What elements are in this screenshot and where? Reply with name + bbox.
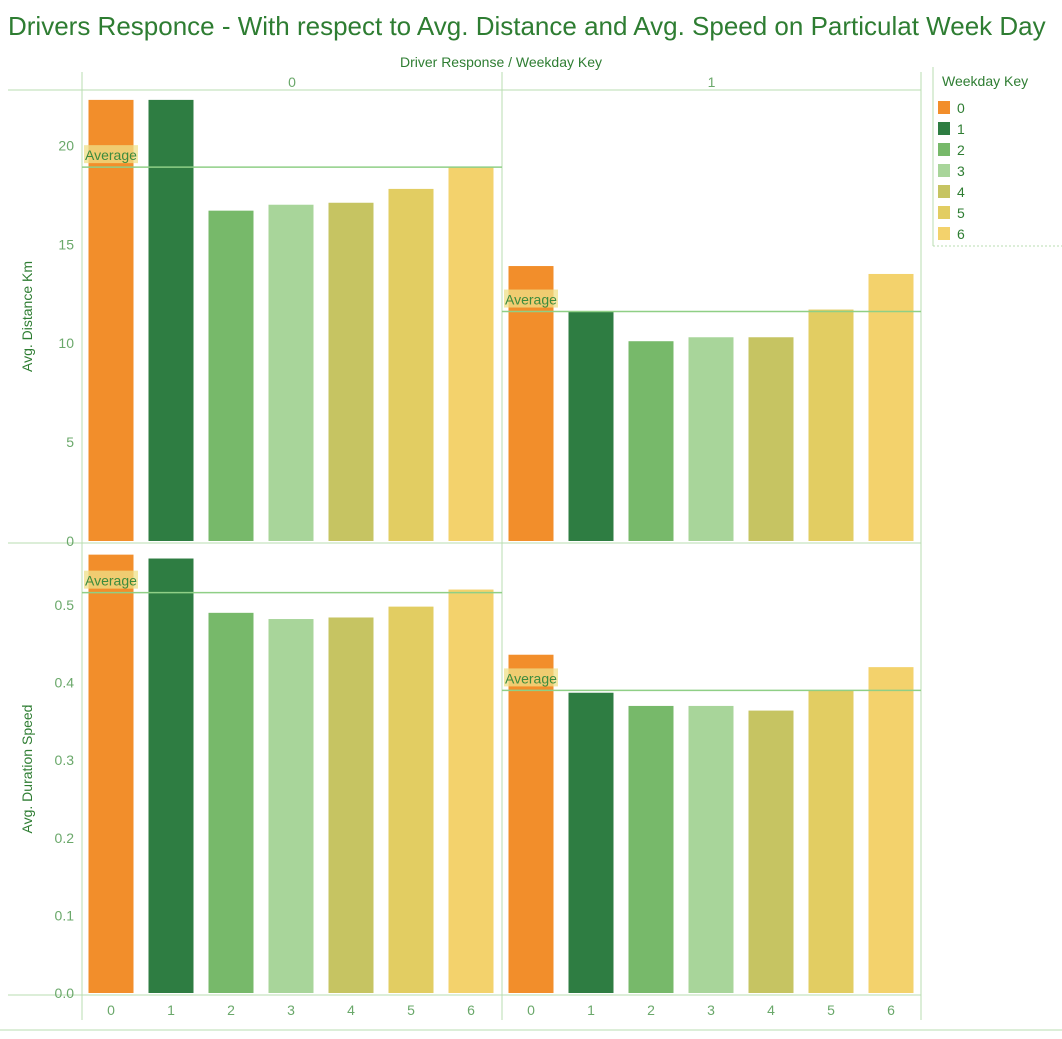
x-tick-label: 6 [467,1002,475,1018]
x-tick-label: 1 [587,1002,595,1018]
legend-label: 0 [957,100,965,116]
reference-lines-layer: Average Average Average Average [82,145,921,692]
bar [328,202,374,541]
legend-swatch [938,206,950,219]
average-label: Average [85,573,137,589]
average-label: Average [85,147,137,163]
bar [688,705,734,993]
y-tick-label: 0 [66,533,74,549]
x-tick-label: 2 [647,1002,655,1018]
y-tick-label: 5 [66,434,74,450]
average-label-background [84,145,138,164]
legend-label: 4 [957,184,965,200]
bar [748,337,794,541]
legend-label: 5 [957,205,965,221]
bar [208,612,254,993]
y-tick-label: 20 [58,137,74,153]
bar [868,273,914,541]
legend-swatch [938,143,950,156]
chart-title: Drivers Responce - With respect to Avg. … [8,11,1046,41]
bar [508,654,554,993]
bar [748,710,794,993]
y-tick-label: 0.2 [55,830,75,846]
bar [88,554,134,993]
x-tick-label: 6 [887,1002,895,1018]
x-tick-label: 4 [347,1002,355,1018]
bar [628,705,674,993]
bar [808,690,854,993]
x-tick-label: 0 [527,1002,535,1018]
bar [328,617,374,993]
x-tick-label: 3 [287,1002,295,1018]
grid-layer [0,72,1062,1031]
x-tick-label: 5 [827,1002,835,1018]
y-tick-label: 0.4 [55,675,75,691]
bar [388,188,434,541]
bar [268,204,314,541]
bar [808,309,854,541]
x-tick-label: 0 [107,1002,115,1018]
bar [448,589,494,993]
y-tick-label: 0.0 [55,985,75,1001]
average-label: Average [505,292,557,308]
column-group-label: 1 [708,74,716,90]
y-tick-label: 10 [58,335,74,351]
column-header-label: Driver Response / Weekday Key [400,54,602,70]
legend-swatch [938,227,950,240]
legend-label: 3 [957,163,965,179]
y-tick-label: 0.1 [55,907,75,923]
bar [868,667,914,993]
bar [448,167,494,542]
legend-title: Weekday Key [942,73,1028,89]
legend-swatch [938,101,950,114]
average-label: Average [505,670,557,686]
bar [388,606,434,993]
average-label-background [84,570,138,589]
column-group-label: 0 [288,74,296,90]
average-label-background [504,668,558,687]
y-axis-title: Avg. Duration Speed [19,705,35,834]
average-label-background [504,289,558,308]
x-tick-label: 1 [167,1002,175,1018]
legend-swatch [938,185,950,198]
legend-swatch [938,122,950,135]
y-axis-title: Avg. Distance Km [19,261,35,372]
y-tick-label: 15 [58,236,74,252]
x-tick-label: 5 [407,1002,415,1018]
bar [688,337,734,541]
y-tick-label: 0.3 [55,752,75,768]
legend-label: 1 [957,121,965,137]
legend-label: 6 [957,226,965,242]
bar [148,558,194,993]
bar [148,99,194,541]
legend: Weekday Key 0 1 2 3 4 5 6 [932,67,1062,247]
bar [568,311,614,541]
bar [268,619,314,993]
bars-layer [88,99,914,993]
bar [628,341,674,541]
legend-swatch [938,164,950,177]
bar [208,210,254,541]
y-tick-label: 0.5 [55,597,75,613]
x-tick-label: 2 [227,1002,235,1018]
bar [568,692,614,993]
legend-label: 2 [957,142,965,158]
x-tick-label: 3 [707,1002,715,1018]
x-tick-label: 4 [767,1002,775,1018]
bar [88,99,134,541]
